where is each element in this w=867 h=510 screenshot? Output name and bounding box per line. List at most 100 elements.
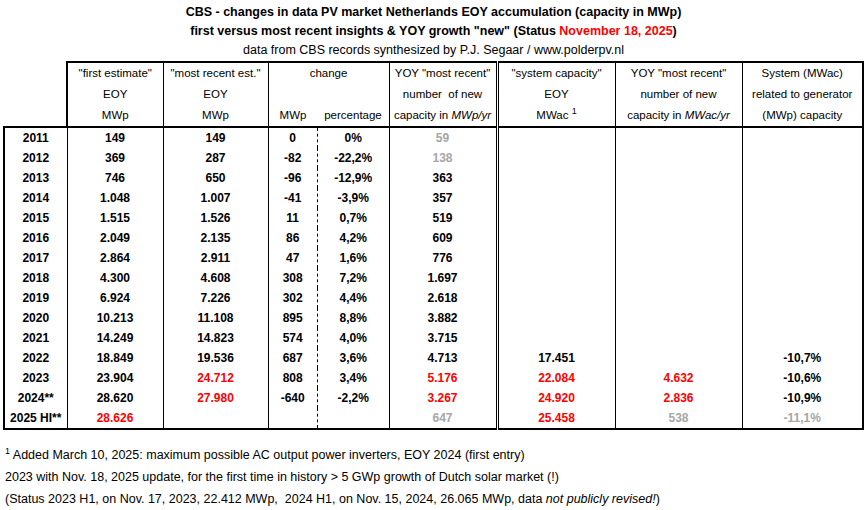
- value-cell: [268, 408, 317, 429]
- value-cell: -3,9%: [317, 188, 389, 208]
- value-cell: -96: [268, 168, 317, 188]
- col-header-ac-dc-ratio: System (MWac) related to generator (MWp)…: [742, 62, 863, 127]
- value-cell: 47: [268, 248, 317, 268]
- year-cell: 2015: [4, 208, 67, 228]
- value-cell: [742, 328, 863, 348]
- value-cell: 302: [268, 288, 317, 308]
- value-cell: 2.836: [615, 388, 742, 408]
- value-cell: 28.620: [67, 388, 163, 408]
- value-cell: [742, 168, 863, 188]
- value-cell: 1.515: [67, 208, 163, 228]
- value-cell: [317, 408, 389, 429]
- value-cell: 1.526: [163, 208, 268, 228]
- value-cell: 28.626: [67, 408, 163, 429]
- table-row: 202010.21311.1088958,8%3.882: [4, 308, 863, 328]
- table-row: 2024**28.62027.980-640-2,2%3.26724.9202.…: [4, 388, 863, 408]
- year-cell: 2017: [4, 248, 67, 268]
- value-cell: 7.226: [163, 288, 268, 308]
- table-row: 2025 HI**28.62664725.458538-11,1%: [4, 408, 863, 429]
- value-cell: 357: [389, 188, 497, 208]
- table-row: 20172.8642.911471,6%776: [4, 248, 863, 268]
- title-line-2-prefix: first versus most recent insights & YOY …: [190, 24, 559, 38]
- value-cell: -2,2%: [317, 388, 389, 408]
- footnote-3: (Status 2023 H1, on Nov. 17, 2023, 22.41…: [5, 488, 865, 510]
- year-cell: 2020: [4, 308, 67, 328]
- value-cell: 11: [268, 208, 317, 228]
- value-cell: [615, 288, 742, 308]
- value-cell: 2.911: [163, 248, 268, 268]
- value-cell: 3,4%: [317, 368, 389, 388]
- footnote-marker: 1: [572, 106, 577, 116]
- value-cell: [615, 328, 742, 348]
- value-cell: 4.632: [615, 368, 742, 388]
- value-cell: 650: [163, 168, 268, 188]
- value-cell: 2.049: [67, 228, 163, 248]
- value-cell: -22,2%: [317, 148, 389, 168]
- value-cell: [615, 148, 742, 168]
- table-row: 20141.0481.007-41-3,9%357: [4, 188, 863, 208]
- col-header-change-mwp: MWp: [269, 105, 318, 126]
- value-cell: 776: [389, 248, 497, 268]
- header-row: "first estimate" EOY MWp "most recent es…: [4, 62, 863, 127]
- year-cell: 2024**: [4, 388, 67, 408]
- col-header-most-recent: "most recent est." EOY MWp: [163, 62, 268, 127]
- value-cell: 24.712: [163, 368, 268, 388]
- value-cell: [497, 208, 615, 228]
- year-cell: 2021: [4, 328, 67, 348]
- value-cell: [497, 127, 615, 148]
- value-cell: 1.007: [163, 188, 268, 208]
- value-cell: [615, 208, 742, 228]
- value-cell: [163, 408, 268, 429]
- year-cell: 2014: [4, 188, 67, 208]
- table-row: 202218.84919.5366873,6%4.71317.451-10,7%: [4, 348, 863, 368]
- value-cell: 2.135: [163, 228, 268, 248]
- col-header-change: change MWp percentage: [268, 62, 389, 127]
- value-cell: [615, 268, 742, 288]
- year-cell: 2013: [4, 168, 67, 188]
- year-cell: 2011: [4, 127, 67, 148]
- value-cell: [615, 248, 742, 268]
- value-cell: [497, 168, 615, 188]
- value-cell: 14.823: [163, 328, 268, 348]
- table-row: 20196.9247.2263024,4%2.618: [4, 288, 863, 308]
- value-cell: [742, 308, 863, 328]
- value-cell: [615, 228, 742, 248]
- value-cell: 11.108: [163, 308, 268, 328]
- value-cell: 2.864: [67, 248, 163, 268]
- col-header-year: [4, 62, 67, 127]
- value-cell: [497, 148, 615, 168]
- page: CBS - changes in data PV market Netherla…: [0, 0, 867, 510]
- value-cell: 808: [268, 368, 317, 388]
- value-cell: 149: [163, 127, 268, 148]
- col-header-change-percentage: percentage: [318, 105, 389, 126]
- value-cell: 22.084: [497, 368, 615, 388]
- value-cell: [742, 127, 863, 148]
- value-cell: 14.249: [67, 328, 163, 348]
- value-cell: -11,1%: [742, 408, 863, 429]
- value-cell: [497, 328, 615, 348]
- value-cell: 0,7%: [317, 208, 389, 228]
- value-cell: 17.451: [497, 348, 615, 368]
- table-row: 202114.24914.8235744,0%3.715: [4, 328, 863, 348]
- title-status-date: November 18, 2025: [559, 24, 672, 38]
- value-cell: [497, 188, 615, 208]
- value-cell: 138: [389, 148, 497, 168]
- value-cell: 0%: [317, 127, 389, 148]
- value-cell: 0: [268, 127, 317, 148]
- value-cell: 609: [389, 228, 497, 248]
- value-cell: [742, 228, 863, 248]
- year-cell: 2023: [4, 368, 67, 388]
- value-cell: 308: [268, 268, 317, 288]
- table-row: 201114914900%59: [4, 127, 863, 148]
- value-cell: 895: [268, 308, 317, 328]
- year-cell: 2018: [4, 268, 67, 288]
- year-cell: 2019: [4, 288, 67, 308]
- table-row: 202323.90424.7128083,4%5.17622.0844.632-…: [4, 368, 863, 388]
- value-cell: 23.904: [67, 368, 163, 388]
- table-row: 2013746650-96-12,9%363: [4, 168, 863, 188]
- value-cell: 2.618: [389, 288, 497, 308]
- year-cell: 2012: [4, 148, 67, 168]
- table-row: 20184.3004.6083087,2%1.697: [4, 268, 863, 288]
- value-cell: [497, 288, 615, 308]
- value-cell: 6.924: [67, 288, 163, 308]
